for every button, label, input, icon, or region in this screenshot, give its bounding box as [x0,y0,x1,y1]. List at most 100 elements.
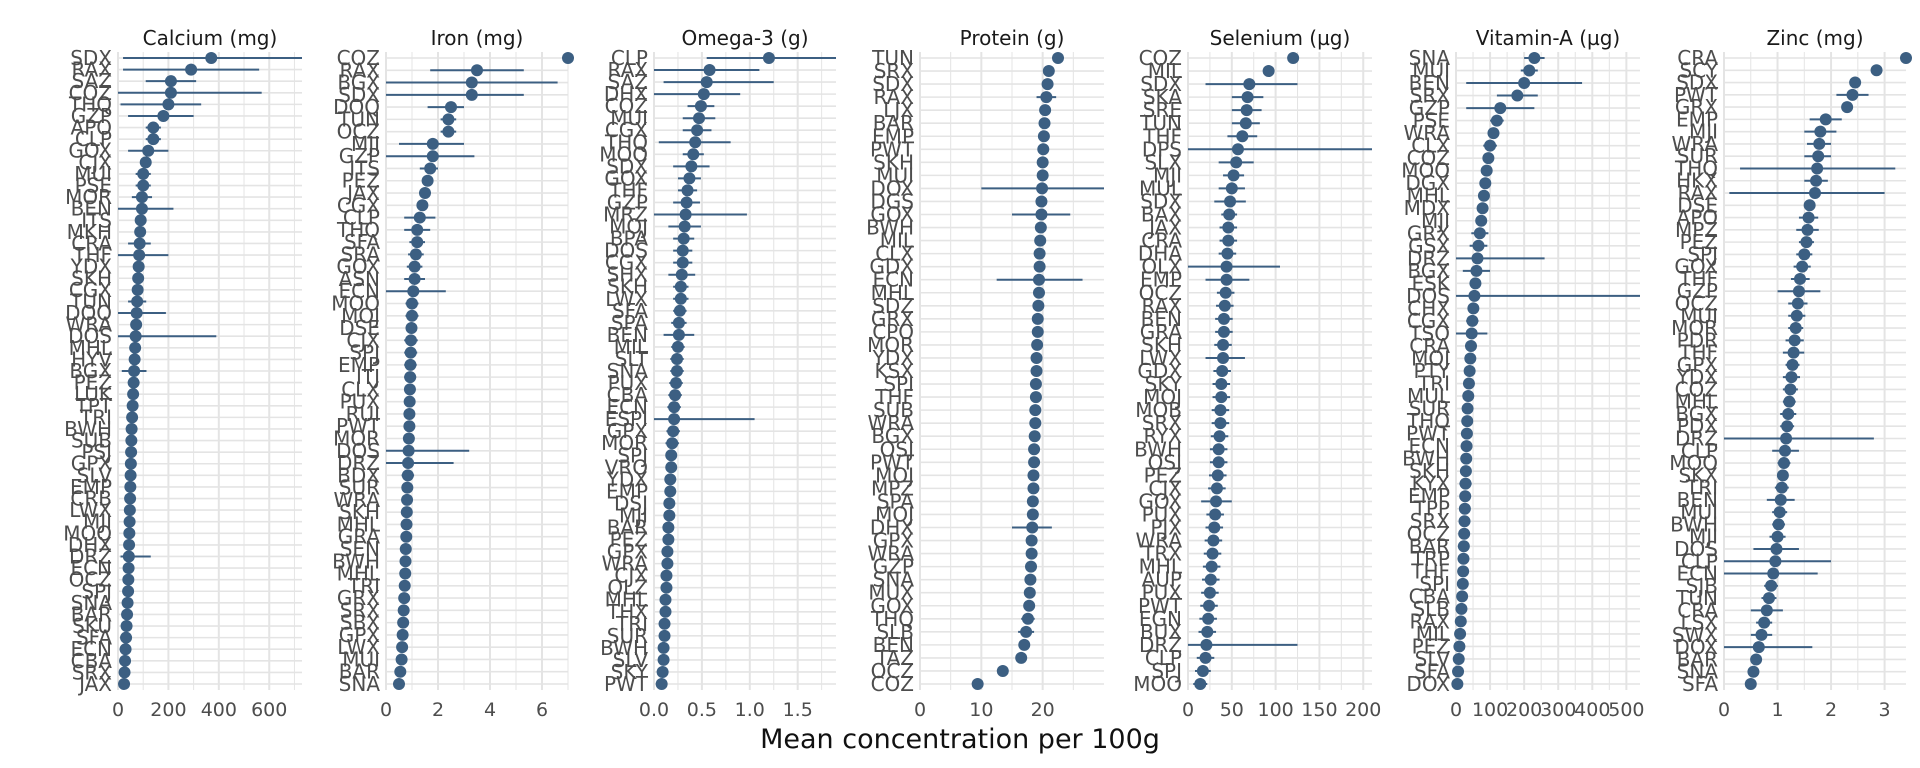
data-point [1744,678,1757,690]
data-point [121,596,134,609]
y-category-label: BAR [1409,534,1450,558]
data-point [1037,143,1050,156]
y-category-label: PEZ [342,169,380,193]
data-point [1243,78,1256,91]
data-point [1222,234,1235,247]
data-point [1786,358,1799,371]
y-category-label: PWT [604,672,649,696]
data-point [123,504,136,517]
y-category-label: MOR [333,427,380,451]
y-category-label: SRX [1410,509,1451,533]
data-point [1769,555,1782,568]
y-category-label: GOX [1674,255,1718,279]
y-category-label: BWH [600,636,648,660]
data-point [413,211,426,224]
y-category-label: EMP [1408,484,1450,508]
y-category-label: ITJ [356,365,380,389]
data-point [1034,234,1047,247]
y-category-label: TPP [1413,497,1450,521]
data-point [1027,469,1040,482]
data-point [1487,127,1500,140]
y-category-label: BAR [339,660,380,684]
y-category-label: SUR [607,624,648,648]
y-category-label: PUX [1142,581,1183,605]
y-category-label: WRA [601,552,648,576]
data-point [1026,521,1039,534]
y-category-label: JAX [345,181,380,205]
data-point [660,569,673,582]
y-category-label: DRZ [337,451,380,475]
y-category-label: SDX [338,83,380,107]
data-point [1458,527,1471,540]
facet-panel: Vitamin-A (µg)0 100200300400500SNAMUIBENS… [1401,26,1644,721]
y-category-label: WRA [867,542,914,566]
data-point [126,411,139,424]
y-category-label: MOJ [875,463,914,487]
data-point [674,292,687,305]
data-point [1451,678,1464,690]
y-category-label: SPJ [1151,659,1182,683]
y-category-label: BGX [337,71,380,95]
data-point [1032,286,1045,299]
x-tick-label: 0.5 [687,699,717,721]
data-point [139,156,152,169]
y-category-label: MJI [1421,209,1450,233]
data-point [1776,469,1789,482]
y-category-label: JAX [77,672,112,696]
data-point [1453,640,1466,653]
data-point [1814,125,1827,138]
data-point [694,100,707,113]
data-point [1464,339,1477,352]
data-point [1800,236,1813,249]
y-category-label: DOS [1406,284,1450,308]
data-point [162,98,175,111]
y-category-label: ITS [349,156,380,180]
data-point [668,401,681,414]
data-point [659,593,672,606]
y-category-label: DSJ [614,491,648,515]
facet-panel: Omega-3 (g) 0.0 0.5 1.0 1.5 CLPRAXSAZDHXCOZMU… [599,26,836,721]
data-point [668,413,681,426]
data-point [133,249,146,262]
y-category-label: SWX [1672,623,1718,647]
y-category-label: CJX [346,328,380,352]
data-point [667,425,680,438]
x-tick-label: 1.0 [735,699,765,721]
data-point [1052,52,1064,64]
y-category-label: THQ [1406,409,1450,433]
data-point [1462,377,1475,390]
y-category-label: CJX [1148,476,1182,500]
y-category-label: CRA [1677,598,1718,622]
y-category-label: AUP [1142,568,1182,592]
data-point [697,88,710,101]
y-category-label: CLP [343,206,380,230]
y-category-label: CJX [78,150,112,174]
y-category-label: DOX [1406,672,1450,696]
y-category-label: BWH [1402,447,1450,471]
y-category-label: SDX [1140,189,1182,213]
x-tick-label: 1.5 [783,699,813,721]
y-category-label: SDX [70,46,112,70]
y-category-label: MOJ [609,215,648,239]
y-category-label: OCZ [337,120,380,144]
y-category-label: TUN [1139,111,1182,135]
y-category-label: CBA [71,649,113,673]
y-category-label: EMP [70,475,112,499]
y-category-label: JAX [1147,216,1182,240]
y-category-label: TRI [1417,372,1450,396]
data-point [661,557,674,570]
data-point [1217,325,1230,338]
data-point [1240,104,1253,117]
data-point [402,432,415,445]
data-point [1025,547,1038,560]
y-category-label: EMP [338,353,380,377]
y-category-label: BPA [610,227,649,251]
data-point [693,112,706,125]
data-point [164,86,177,99]
y-category-label: HKX [1676,169,1718,193]
data-point [687,148,700,161]
data-point [1459,490,1472,503]
data-point [1775,481,1788,494]
data-point [1039,104,1052,117]
